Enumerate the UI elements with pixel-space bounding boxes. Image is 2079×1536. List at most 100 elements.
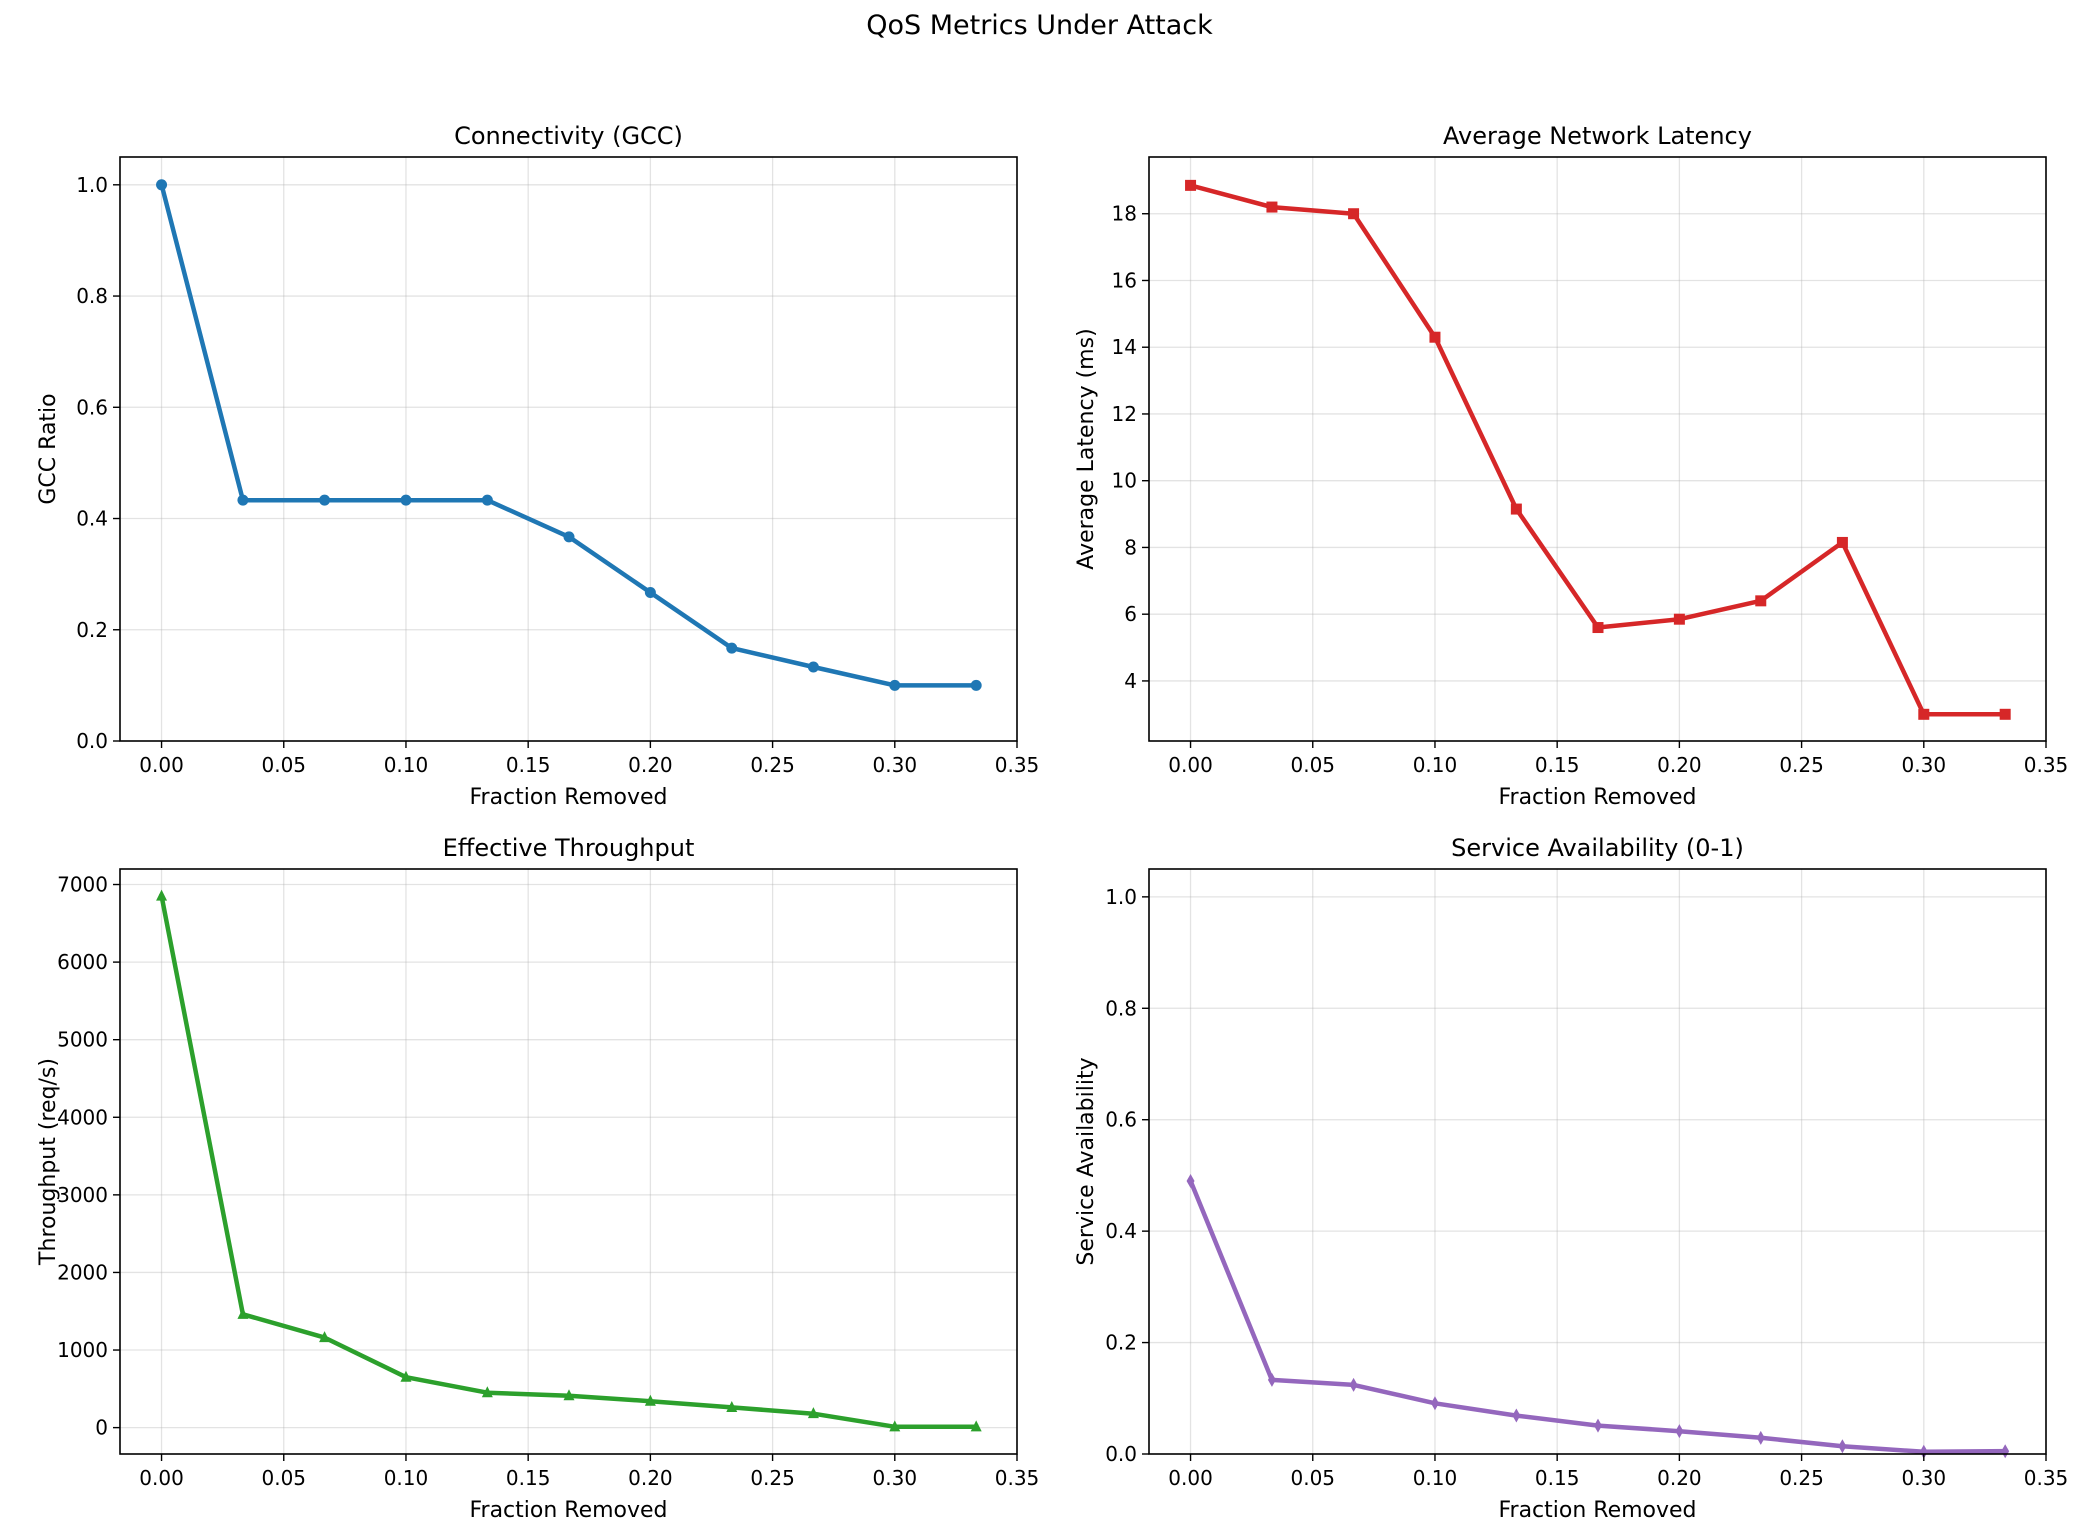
- x-tick-label: 0.35: [2024, 1466, 2069, 1490]
- y-tick-label: 8: [1124, 535, 1137, 559]
- y-tick-label: 4: [1124, 669, 1137, 693]
- y-axis-label: Service Availability: [1074, 1057, 1099, 1265]
- axes-frame: [119, 156, 1018, 742]
- plot-area: [120, 869, 1017, 1454]
- y-tick-label: 0.6: [1105, 1108, 1137, 1132]
- x-tick-label: 0.30: [1902, 1466, 1947, 1490]
- y-tick-label: 0.0: [76, 729, 108, 753]
- x-tick-label: 0.00: [139, 1466, 184, 1490]
- data-point: [1186, 1174, 1195, 1188]
- y-tick-label: 6: [1124, 602, 1137, 626]
- y-tick-label: 0.0: [1105, 1442, 1137, 1466]
- x-tick-label: 0.15: [1535, 753, 1580, 777]
- subplot-throughput: 0.00 0.05 0.10 0.15 0.20 0.25 0.30 0.35 0 1000 200…: [36, 834, 1039, 1523]
- data-point: [970, 679, 982, 691]
- plot-area: [1149, 157, 2046, 741]
- data-point: [1918, 708, 1930, 720]
- x-tick-label: 0.00: [1168, 1466, 1213, 1490]
- x-tick-label: 0.30: [873, 1466, 918, 1490]
- y-tick-label: 1000: [57, 1338, 108, 1362]
- data-point: [644, 586, 656, 598]
- data-point: [237, 494, 249, 506]
- subplot-title: Connectivity (GCC): [454, 122, 683, 150]
- x-tick-label: 0.25: [1779, 753, 1824, 777]
- x-tick-label: 0.00: [139, 753, 184, 777]
- y-tick-label: 0.4: [76, 507, 108, 531]
- y-tick-label: 2000: [57, 1260, 108, 1284]
- data-point: [807, 1407, 819, 1419]
- data-point: [1592, 622, 1604, 634]
- y-tick-label: 0.4: [1105, 1219, 1137, 1243]
- x-tick-label: 0.10: [384, 753, 429, 777]
- data-point: [156, 179, 168, 191]
- axes-frame: [1148, 868, 2047, 1455]
- x-tick-label: 0.25: [1779, 1466, 1824, 1490]
- data-point: [481, 494, 493, 506]
- data-point: [1266, 201, 1278, 213]
- x-tick-label: 0.25: [750, 1466, 795, 1490]
- x-tick-label: 0.20: [628, 753, 673, 777]
- x-tick-label: 0.35: [995, 753, 1040, 777]
- x-tick-label: 0.20: [1657, 1466, 1702, 1490]
- x-axis-label: Fraction Removed: [1498, 785, 1696, 810]
- x-tick-label: 0.05: [261, 1466, 306, 1490]
- data-point: [807, 661, 819, 673]
- data-point: [1756, 1430, 1765, 1445]
- y-tick-label: 14: [1112, 335, 1137, 359]
- y-tick-label: 3000: [57, 1183, 108, 1207]
- data-point: [1838, 1439, 1847, 1454]
- x-tick-label: 0.20: [628, 1466, 673, 1490]
- y-tick-label: 0.2: [76, 618, 108, 642]
- subplot-title: Service Availability (0-1): [1451, 834, 1744, 862]
- data-point: [1429, 331, 1441, 343]
- x-tick-label: 0.30: [1902, 753, 1947, 777]
- y-tick-label: 7000: [57, 873, 108, 897]
- x-tick-label: 0.35: [2024, 753, 2069, 777]
- y-tick-label: 0.6: [76, 395, 108, 419]
- x-tick-label: 0.00: [1168, 753, 1213, 777]
- axes-frame: [119, 868, 1018, 1455]
- y-tick-label: 10: [1112, 469, 1137, 493]
- x-axis-label: Fraction Removed: [469, 785, 667, 810]
- data-point: [1510, 503, 1522, 515]
- axes-frame: [1148, 156, 2047, 742]
- data-point: [481, 1386, 493, 1398]
- x-tick-label: 0.15: [1535, 1466, 1580, 1490]
- x-axis-label: Fraction Removed: [469, 1498, 667, 1523]
- data-point: [1348, 208, 1360, 220]
- y-tick-label: 18: [1112, 202, 1137, 226]
- y-tick-label: 6000: [57, 950, 108, 974]
- subplot-title: Effective Throughput: [443, 834, 695, 862]
- data-point: [1430, 1396, 1439, 1411]
- y-tick-label: 4000: [57, 1105, 108, 1129]
- data-point: [1512, 1408, 1521, 1423]
- data-point: [400, 494, 412, 506]
- y-tick-label: 0: [95, 1416, 108, 1440]
- y-tick-label: 5000: [57, 1028, 108, 1052]
- subplot-latency: 0.00 0.05 0.10 0.15 0.20 0.25 0.30 0.35 4 6 8 10 12 1…: [1074, 122, 2068, 810]
- y-tick-label: 12: [1112, 402, 1137, 426]
- x-tick-label: 0.05: [1290, 1466, 1335, 1490]
- figure-title: QoS Metrics Under Attack: [866, 10, 1213, 41]
- data-point: [889, 1420, 901, 1432]
- y-axis-label: GCC Ratio: [36, 393, 61, 504]
- x-tick-label: 0.10: [1413, 1466, 1458, 1490]
- y-tick-label: 0.8: [1105, 996, 1137, 1020]
- data-point: [319, 1331, 331, 1343]
- plot-area: [120, 157, 1017, 741]
- x-tick-label: 0.30: [873, 753, 918, 777]
- data-point: [237, 1307, 249, 1319]
- data-point: [1185, 179, 1197, 191]
- data-point: [563, 531, 575, 543]
- data-point: [644, 1394, 656, 1406]
- x-tick-label: 0.05: [261, 753, 306, 777]
- x-tick-label: 0.10: [384, 1466, 429, 1490]
- data-point: [1675, 1424, 1684, 1439]
- y-axis-label: Throughput (req/s): [36, 1058, 61, 1266]
- data-point: [156, 889, 168, 901]
- subplot-connectivity: 0.00 0.05 0.10 0.15 0.20 0.25 0.30 0.35 0.0 0.2 0.…: [36, 122, 1039, 810]
- y-tick-label: 1.0: [76, 173, 108, 197]
- data-point: [1593, 1418, 1602, 1433]
- y-tick-label: 1.0: [1105, 885, 1137, 909]
